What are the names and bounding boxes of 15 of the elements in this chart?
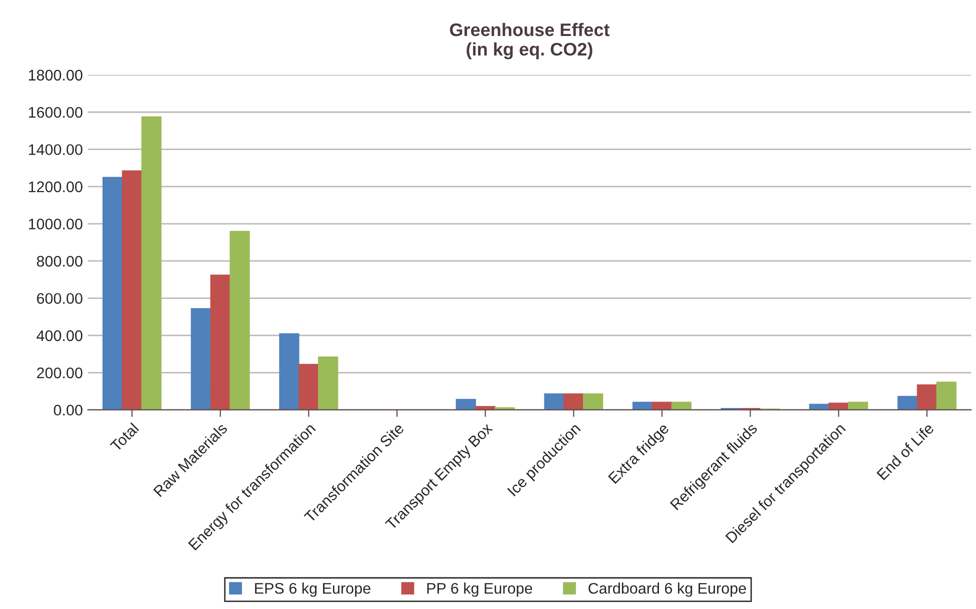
legend-label: PP 6 kg Europe [427, 582, 532, 597]
y-tick-label: 1200.00 [28, 181, 82, 192]
legend-label: EPS 6 kg Europe [255, 582, 370, 597]
y-tick-label: 800.00 [36, 256, 82, 267]
y-tick-label: 1800.00 [28, 70, 82, 81]
y-tick-label: 600.00 [37, 293, 82, 304]
y-tick-label: 400.00 [36, 330, 82, 342]
y-tick-label: 1600.00 [28, 106, 82, 118]
y-tick-label: 1400.00 [28, 144, 82, 156]
y-tick-label: 0.00 [54, 404, 82, 416]
x-tick-label: End of Life [876, 422, 934, 480]
y-tick-label: 200.00 [37, 368, 82, 378]
legend-label: Cardboard 6 kg Europe [588, 582, 746, 597]
chart-title: Greenhouse Effect (in kg eq. CO2) [450, 22, 610, 60]
y-tick-label: 1000.00 [28, 218, 82, 230]
